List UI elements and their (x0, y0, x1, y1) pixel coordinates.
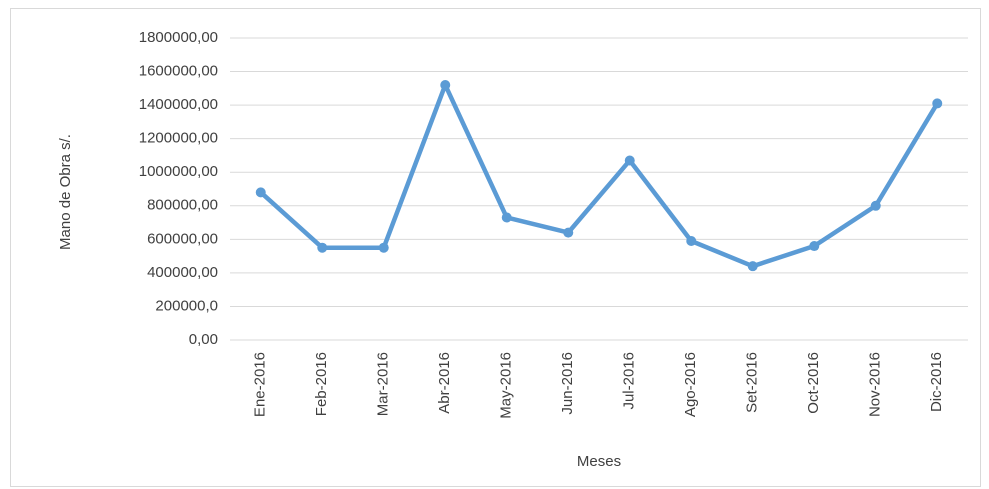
x-tick-label: Jun-2016 (559, 352, 576, 415)
x-tick-label: Feb-2016 (313, 352, 330, 416)
y-tick-label: 1000000,00 (139, 163, 218, 180)
x-tick-label: Mar-2016 (375, 352, 392, 416)
point (870, 200, 881, 211)
point (255, 187, 266, 198)
x-tick-label: Jul-2016 (621, 352, 638, 410)
y-tick-label: 400000,00 (147, 264, 218, 281)
y-tick-label: 800000,00 (147, 197, 218, 214)
point (624, 155, 635, 166)
point (501, 212, 512, 223)
point (563, 227, 574, 238)
x-tick-label: Ene-2016 (252, 352, 269, 417)
y-tick-label: 1800000,00 (139, 29, 218, 46)
x-tick-label: May-2016 (498, 352, 515, 419)
point (440, 79, 451, 90)
x-tick-label: Dic-2016 (928, 352, 945, 412)
y-tick-label: 1200000,00 (139, 130, 218, 147)
x-tick-label: Ago-2016 (682, 352, 699, 417)
x-axis-label: Meses (577, 453, 621, 470)
point (932, 98, 943, 109)
y-tick-label: 0,00 (189, 331, 218, 348)
point (317, 242, 328, 253)
x-tick-label: Set-2016 (744, 352, 761, 413)
y-tick-label: 600000,00 (147, 230, 218, 247)
y-tick-label: 1400000,00 (139, 96, 218, 113)
y-tick-label: 1600000,00 (139, 63, 218, 80)
chart-frame (10, 8, 981, 487)
y-axis-label: Mano de Obra s/. (57, 134, 74, 250)
point (378, 242, 389, 253)
point (686, 236, 697, 247)
x-tick-label: Nov-2016 (867, 352, 884, 417)
x-tick-label: Abr-2016 (436, 352, 453, 414)
line (259, 82, 940, 269)
point (747, 261, 758, 272)
point (809, 241, 820, 252)
y-tick-label: 200000,0 (155, 297, 218, 314)
x-tick-label: Oct-2016 (805, 352, 822, 414)
